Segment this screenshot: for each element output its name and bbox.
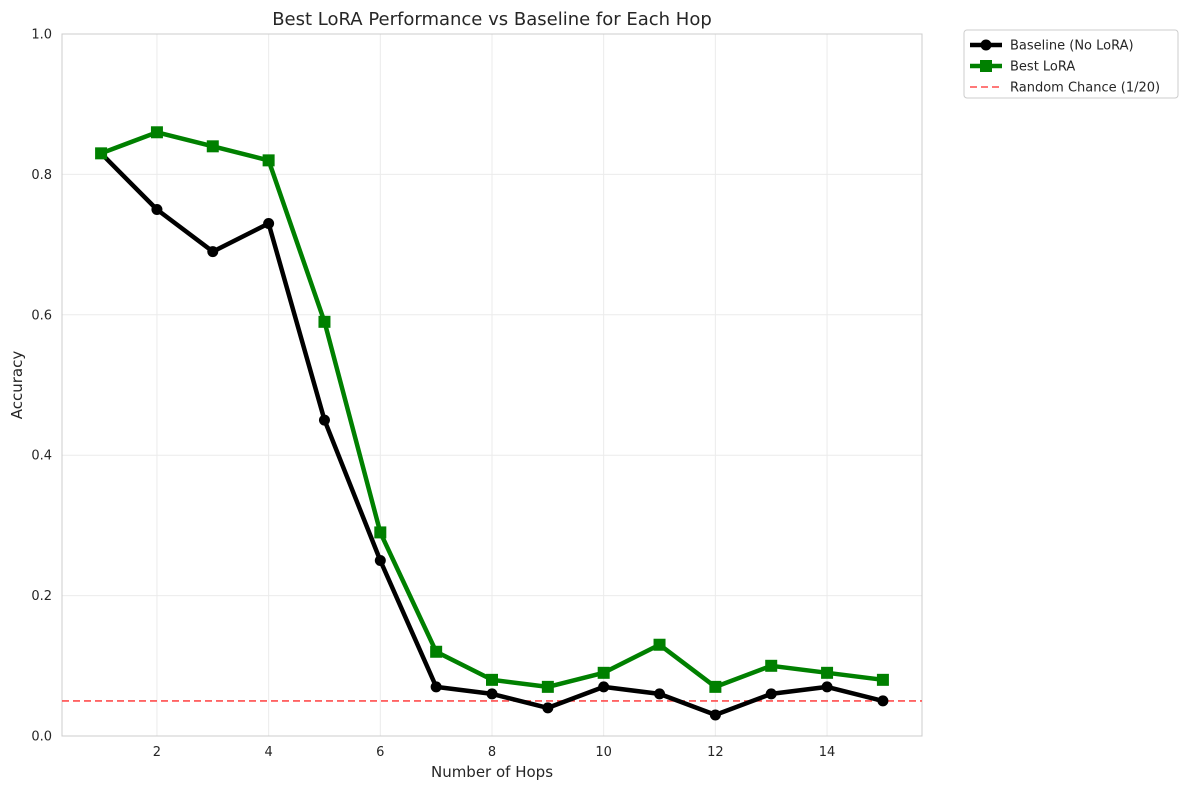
best-lora-point: [150, 126, 163, 139]
plot-border: [61, 33, 923, 737]
best-lora-point: [95, 147, 108, 160]
baseline-no-lora-point: [877, 695, 889, 707]
x-tick-label: 2: [153, 745, 161, 760]
y-tick-label: 0.6: [31, 308, 52, 323]
x-tick-label: 6: [376, 745, 384, 760]
y-tick-label: 0.8: [31, 168, 52, 183]
y-tick-label: 0.2: [31, 589, 52, 604]
baseline-no-lora-point: [318, 414, 330, 426]
x-tick-label: 4: [264, 745, 272, 760]
best-lora-point: [541, 680, 554, 693]
legend-best-lora-marker: [980, 60, 992, 72]
legend-random-chance-label: Random Chance (1/20): [1010, 81, 1160, 96]
best-lora-point: [876, 673, 889, 686]
x-tick-label: 12: [707, 745, 724, 760]
best-lora-point: [374, 526, 387, 539]
baseline-no-lora-point: [374, 555, 386, 566]
x-tick-label: 14: [819, 745, 836, 760]
best-lora-point: [318, 315, 331, 328]
best-lora-point: [709, 680, 722, 693]
baseline-no-lora-point: [709, 709, 721, 721]
y-axis-title: Accuracy: [8, 351, 26, 420]
baseline-no-lora-point: [542, 702, 554, 714]
best-lora-point: [486, 673, 498, 686]
best-lora-point: [430, 645, 443, 658]
legend: Baseline (No LoRA) Best LoRA Random Chance…: [963, 29, 1179, 99]
plot-area: 2 4 6 8 10 12 14 0.0 0.2 0.4 0.6 0.8 1.0: [31, 28, 923, 760]
chart-title: Best LoRA Performance vs Baseline for Ea…: [272, 9, 712, 30]
best-lora-point: [597, 666, 610, 679]
baseline-no-lora-point: [263, 218, 275, 230]
baseline-no-lora-point: [821, 681, 833, 693]
best-lora-point: [821, 666, 834, 679]
best-lora-point: [206, 140, 219, 153]
baseline-no-lora-point: [151, 204, 163, 215]
legend-best-lora-label: Best LoRA: [1010, 60, 1075, 75]
x-tick-label: 10: [595, 745, 612, 760]
baseline-no-lora-point: [486, 688, 498, 700]
y-tick-label: 0.4: [31, 449, 52, 464]
best-lora-point: [262, 154, 275, 167]
baseline-no-lora-point: [765, 688, 777, 700]
best-lora-point: [653, 638, 666, 651]
x-tick-label: 8: [488, 745, 496, 760]
legend-baseline-no-lora-label: Baseline (No LoRA): [1010, 39, 1134, 54]
baseline-no-lora-point: [207, 246, 219, 258]
baseline-no-lora-point: [430, 681, 442, 693]
x-axis-title: Number of Hops: [431, 763, 553, 781]
baseline-no-lora-point: [598, 681, 610, 693]
best-lora-point: [765, 659, 778, 672]
legend-box: [963, 29, 1179, 99]
y-tick-label: 0.0: [31, 730, 52, 745]
legend-baseline-no-lora-marker: [980, 39, 992, 51]
y-tick-label: 1.0: [31, 28, 52, 43]
baseline-no-lora-point: [654, 688, 666, 700]
